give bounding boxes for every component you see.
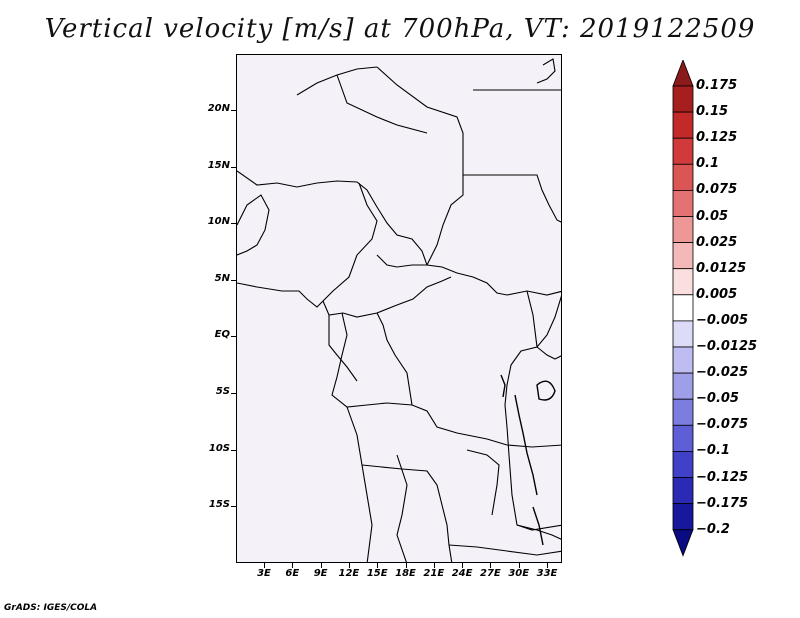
colorbar-label: −0.075 <box>696 417 749 433</box>
lon-label: 27E <box>480 568 501 579</box>
chart-title: Vertical velocity [m/s] at 700hPa, VT: 2… <box>44 14 756 44</box>
colorbar-segment <box>672 450 694 478</box>
colorbar-label: 0.0125 <box>696 260 747 276</box>
colorbar-segment <box>672 242 694 270</box>
lat-label: 10N <box>207 216 230 228</box>
lon-tick <box>348 563 350 568</box>
colorbar-label: −0.1 <box>696 443 730 459</box>
lon-tick <box>377 563 379 568</box>
colorbar-segment <box>672 111 694 139</box>
lat-tick <box>231 110 236 111</box>
lon-label: 12E <box>338 568 360 579</box>
country-borders <box>237 58 561 562</box>
vertical-velocity-field <box>237 55 561 562</box>
lon-label: 21E <box>423 568 445 579</box>
colorbar-label: −0.025 <box>696 365 749 381</box>
lon-label: 30E <box>508 568 530 579</box>
grads-credit: GrADS: IGES/COLA <box>4 603 98 613</box>
map-panel <box>236 54 562 563</box>
lat-tick <box>231 279 236 281</box>
strong-downdraft-cells <box>407 285 561 562</box>
lat-label: 5S <box>215 386 230 397</box>
colorbar-segment <box>672 85 694 113</box>
colorbar-label: −0.125 <box>696 469 749 485</box>
colorbar-top-arrow <box>672 60 694 87</box>
colorbar-label: −0.175 <box>696 495 749 511</box>
colorbar-label: −0.005 <box>696 312 749 328</box>
lat-label: 15S <box>208 499 230 511</box>
colorbar-segment <box>672 503 694 531</box>
lat-tick <box>231 336 236 338</box>
lat-tick <box>231 449 236 451</box>
lon-tick <box>518 563 520 568</box>
lon-tick <box>320 563 322 568</box>
colorbar <box>672 60 694 557</box>
colorbar-label: −0.05 <box>696 391 739 407</box>
colorbar-label: −0.2 <box>696 521 730 537</box>
lon-label: 18E <box>395 568 416 579</box>
lon-tick <box>292 563 294 568</box>
colorbar-segment <box>672 137 694 165</box>
colorbar-label: 0.075 <box>696 182 738 198</box>
colorbar-segment <box>672 163 694 191</box>
colorbar-segment <box>672 320 694 348</box>
lat-tick <box>231 223 236 225</box>
lat-label: 10S <box>208 442 230 454</box>
colorbar-segment <box>672 294 694 322</box>
colorbar-segment <box>672 189 694 217</box>
lat-tick <box>231 393 236 394</box>
lat-label: 15N <box>207 159 230 171</box>
colorbar-label: −0.0125 <box>696 339 758 354</box>
lat-tick <box>231 506 236 508</box>
colorbar-segment <box>672 398 694 426</box>
colorbar-segment <box>672 268 694 296</box>
lon-tick <box>264 563 265 568</box>
lat-label: 5N <box>214 272 230 284</box>
colorbar-segment <box>672 372 694 400</box>
colorbar-segment <box>672 424 694 452</box>
lon-label: 3E <box>257 568 271 579</box>
lon-tick <box>547 563 548 568</box>
colorbar-label: 0.005 <box>696 286 738 302</box>
colorbar-bottom-arrow <box>672 529 694 557</box>
colorbar-label: 0.175 <box>696 78 738 93</box>
lon-tick <box>433 563 435 568</box>
lon-label: 15E <box>366 568 388 579</box>
lon-label: 24E <box>451 568 473 579</box>
colorbar-label: 0.05 <box>696 208 729 224</box>
colorbar-segment <box>672 477 694 505</box>
lat-tick <box>231 166 236 168</box>
lon-label: 33E <box>536 568 558 579</box>
colorbar-label: 0.1 <box>696 156 720 172</box>
colorbar-segment <box>672 346 694 374</box>
lake-outlines <box>500 374 556 546</box>
lon-tick <box>462 563 464 568</box>
colorbar-label: 0.15 <box>696 104 729 120</box>
lat-label: 20N <box>207 103 230 114</box>
lat-label: EQ <box>214 329 230 341</box>
colorbar-label: 0.025 <box>696 234 738 250</box>
colorbar-label: 0.125 <box>696 130 738 146</box>
lon-tick <box>490 563 492 568</box>
lon-tick <box>405 563 407 568</box>
lon-label: 9E <box>313 568 328 579</box>
colorbar-segment <box>672 216 694 244</box>
lon-label: 6E <box>285 568 300 579</box>
